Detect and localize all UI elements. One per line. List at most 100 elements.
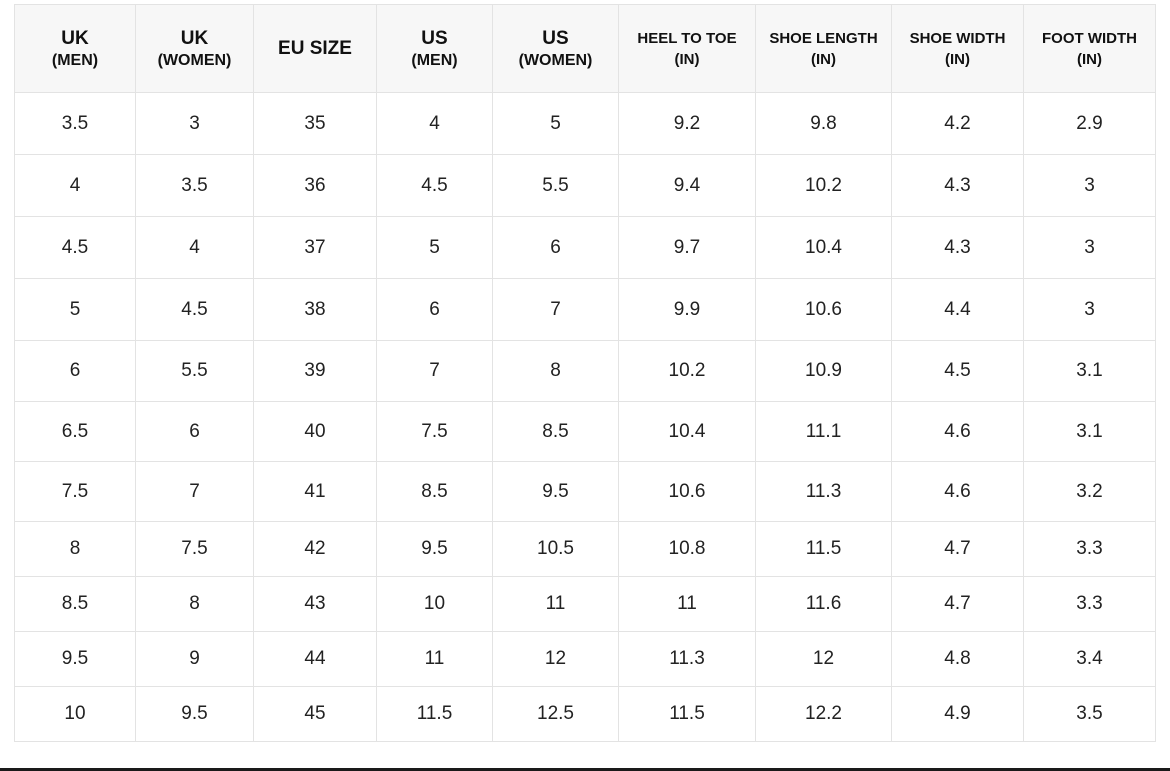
table-cell: 44: [253, 631, 377, 687]
table-cell: 41: [253, 461, 377, 522]
table-cell: 11.3: [755, 461, 892, 522]
column-header-title: FOOT WIDTH: [1042, 29, 1137, 47]
column-header-title: UK: [180, 27, 209, 49]
table-cell: 45: [253, 686, 377, 742]
table-cell: 12: [492, 631, 619, 687]
table-cell: 4: [14, 154, 136, 217]
column-header-title: US: [542, 27, 569, 49]
table-cell: 11.6: [755, 576, 892, 632]
table-cell: 3: [1023, 154, 1156, 217]
table-cell: 11.5: [618, 686, 756, 742]
column-header-title: SHOE LENGTH: [769, 29, 878, 47]
table-cell: 3.3: [1023, 576, 1156, 632]
table-cell: 10.4: [618, 401, 756, 462]
table-cell: 4.8: [891, 631, 1024, 687]
table-cell: 3: [1023, 216, 1156, 279]
size-chart-table: UK (MEN) UK (WOMEN) EU SIZE US (MEN) US (WOMEN) H…: [14, 4, 1156, 742]
table-cell: 10.6: [755, 278, 892, 341]
table-cell: 6: [14, 340, 136, 402]
table-cell: 12: [755, 631, 892, 687]
column-header-title: US: [421, 27, 448, 49]
table-cell: 11.3: [618, 631, 756, 687]
table-cell: 9.8: [755, 92, 892, 155]
table-row: 7.5 7 41 8.5 9.5 10.6 11.3 4.6 3.2: [14, 461, 1156, 522]
size-chart-table-container: UK (MEN) UK (WOMEN) EU SIZE US (MEN) US (WOMEN) H…: [14, 4, 1156, 742]
table-cell: 6.5: [14, 401, 136, 462]
column-header: US (WOMEN): [492, 4, 619, 93]
table-cell: 5: [492, 92, 619, 155]
table-cell: 11: [618, 576, 756, 632]
table-cell: 3.5: [1023, 686, 1156, 742]
table-cell: 3: [135, 92, 254, 155]
table-cell: 11.1: [755, 401, 892, 462]
table-cell: 9.4: [618, 154, 756, 217]
table-cell: 3.5: [14, 92, 136, 155]
table-cell: 11.5: [755, 521, 892, 577]
bottom-divider: [0, 768, 1170, 771]
table-cell: 9.2: [618, 92, 756, 155]
column-header-unit: (IN): [945, 50, 970, 68]
table-cell: 10.6: [618, 461, 756, 522]
table-cell: 4.5: [891, 340, 1024, 402]
table-cell: 3.2: [1023, 461, 1156, 522]
table-cell: 8.5: [376, 461, 493, 522]
table-cell: 37: [253, 216, 377, 279]
table-cell: 10.2: [618, 340, 756, 402]
table-cell: 35: [253, 92, 377, 155]
table-row: 4 3.5 36 4.5 5.5 9.4 10.2 4.3 3: [14, 154, 1156, 217]
table-cell: 39: [253, 340, 377, 402]
table-cell: 3.1: [1023, 401, 1156, 462]
table-cell: 7: [135, 461, 254, 522]
table-cell: 9.5: [14, 631, 136, 687]
table-cell: 3.1: [1023, 340, 1156, 402]
column-header-title: HEEL TO TOE: [637, 29, 737, 47]
column-header-title: EU SIZE: [278, 38, 352, 59]
table-cell: 10: [376, 576, 493, 632]
table-cell: 5.5: [135, 340, 254, 402]
table-cell: 4: [135, 216, 254, 279]
table-cell: 38: [253, 278, 377, 341]
table-cell: 4.6: [891, 461, 1024, 522]
table-cell: 4.2: [891, 92, 1024, 155]
header-row: UK (MEN) UK (WOMEN) EU SIZE US (MEN) US (WOMEN) H…: [14, 4, 1156, 93]
column-header-title: UK: [61, 27, 89, 49]
table-cell: 36: [253, 154, 377, 217]
table-cell: 10.9: [755, 340, 892, 402]
table-cell: 6: [492, 216, 619, 279]
table-cell: 7.5: [14, 461, 136, 522]
table-cell: 8: [492, 340, 619, 402]
table-header: UK (MEN) UK (WOMEN) EU SIZE US (MEN) US (WOMEN) H…: [14, 4, 1156, 93]
table-cell: 10.5: [492, 521, 619, 577]
table-cell: 9: [135, 631, 254, 687]
table-cell: 3: [1023, 278, 1156, 341]
table-cell: 4.5: [14, 216, 136, 279]
table-row: 6 5.5 39 7 8 10.2 10.9 4.5 3.1: [14, 340, 1156, 402]
table-cell: 11: [376, 631, 493, 687]
table-cell: 3.5: [135, 154, 254, 217]
column-header: UK (WOMEN): [135, 4, 254, 93]
table-cell: 11.5: [376, 686, 493, 742]
table-row: 5 4.5 38 6 7 9.9 10.6 4.4 3: [14, 278, 1156, 341]
column-header-unit: (IN): [674, 50, 700, 68]
table-cell: 4.5: [135, 278, 254, 341]
table-cell: 12.5: [492, 686, 619, 742]
table-cell: 4.3: [891, 216, 1024, 279]
table-row: 6.5 6 40 7.5 8.5 10.4 11.1 4.6 3.1: [14, 401, 1156, 462]
table-cell: 7: [376, 340, 493, 402]
column-header-unit: (MEN): [411, 51, 458, 69]
table-cell: 43: [253, 576, 377, 632]
table-cell: 9.9: [618, 278, 756, 341]
table-cell: 8: [14, 521, 136, 577]
column-header: HEEL TO TOE (IN): [618, 4, 756, 93]
table-cell: 4.4: [891, 278, 1024, 341]
table-row: 8.5 8 43 10 11 11 11.6 4.7 3.3: [14, 576, 1156, 632]
table-cell: 4.3: [891, 154, 1024, 217]
table-cell: 3.4: [1023, 631, 1156, 687]
table-cell: 4.7: [891, 521, 1024, 577]
column-header: SHOE WIDTH (IN): [891, 4, 1024, 93]
table-cell: 5: [14, 278, 136, 341]
table-row: 3.5 3 35 4 5 9.2 9.8 4.2 2.9: [14, 92, 1156, 155]
table-cell: 9.5: [376, 521, 493, 577]
table-cell: 12.2: [755, 686, 892, 742]
table-cell: 9.5: [135, 686, 254, 742]
